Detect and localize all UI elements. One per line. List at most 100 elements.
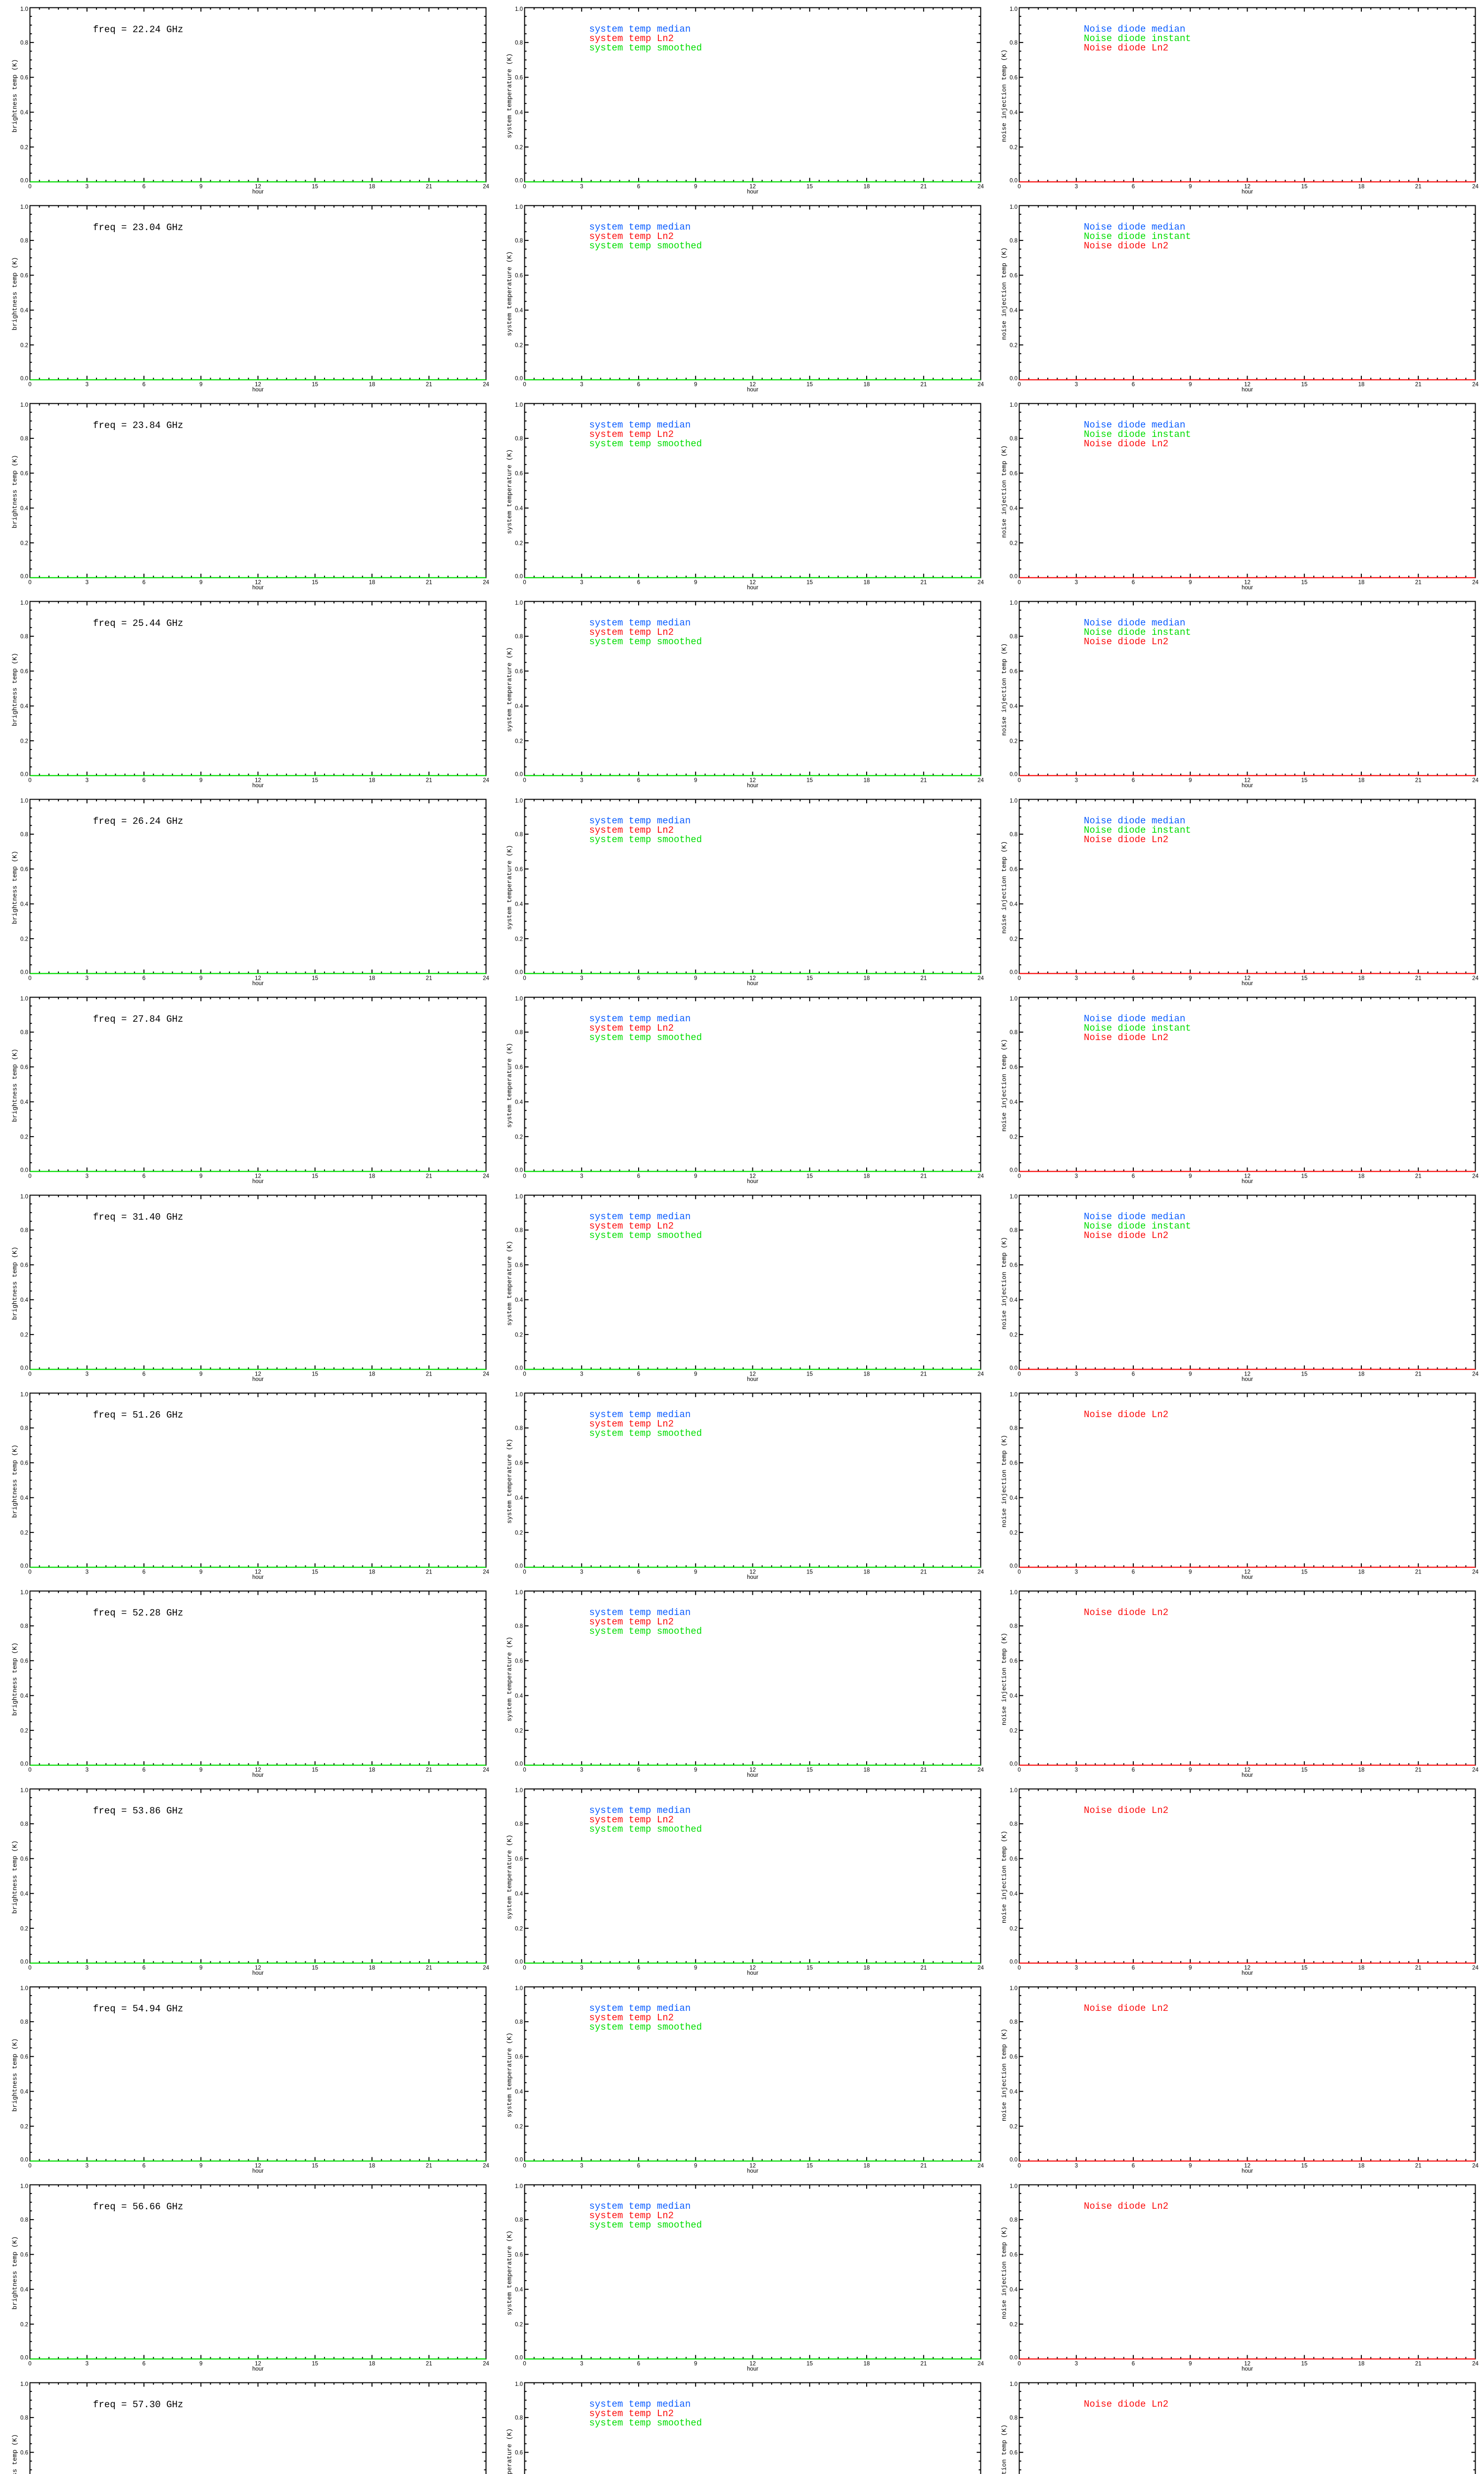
svg-text:brightness temp (K): brightness temp (K) [11, 1642, 18, 1715]
svg-text:1.0: 1.0 [1010, 204, 1018, 210]
svg-text:0.8: 0.8 [515, 634, 523, 640]
svg-text:21: 21 [921, 382, 927, 388]
svg-text:system temp Ln2: system temp Ln2 [589, 1023, 674, 1034]
svg-text:0.8: 0.8 [20, 634, 28, 640]
svg-text:0: 0 [523, 1965, 526, 1971]
svg-text:3: 3 [580, 580, 583, 586]
svg-text:hour: hour [1242, 1574, 1253, 1580]
svg-text:9: 9 [694, 580, 697, 586]
svg-text:0.2: 0.2 [1010, 1134, 1018, 1140]
svg-text:12: 12 [749, 184, 756, 190]
svg-text:6: 6 [637, 1965, 640, 1971]
svg-text:system temperature (K): system temperature (K) [506, 2033, 513, 2118]
svg-text:3: 3 [580, 2361, 583, 2367]
svg-text:0.6: 0.6 [515, 273, 523, 279]
svg-text:9: 9 [199, 1965, 202, 1971]
svg-text:0.6: 0.6 [515, 1461, 523, 1467]
svg-text:0.6: 0.6 [1010, 1461, 1018, 1467]
svg-text:hour: hour [1242, 387, 1253, 393]
svg-text:24: 24 [483, 1570, 489, 1575]
svg-text:noise injection temp (K): noise injection temp (K) [1000, 643, 1008, 736]
svg-text:6: 6 [637, 1372, 640, 1378]
svg-text:9: 9 [1189, 1767, 1192, 1773]
svg-text:system temp smoothed: system temp smoothed [589, 636, 702, 647]
svg-text:0: 0 [523, 2163, 526, 2169]
svg-text:brightness temp (K): brightness temp (K) [11, 1840, 18, 1913]
svg-text:0.0: 0.0 [515, 2157, 523, 2163]
svg-text:0.0: 0.0 [1010, 1959, 1018, 1965]
svg-text:21: 21 [426, 2163, 432, 2169]
svg-text:0.8: 0.8 [515, 1623, 523, 1629]
svg-text:brightness temp (K): brightness temp (K) [11, 1246, 18, 1320]
svg-text:0.2: 0.2 [20, 342, 28, 348]
svg-text:0.6: 0.6 [1010, 669, 1018, 675]
svg-text:1.0: 1.0 [20, 1590, 28, 1596]
svg-text:24: 24 [977, 2163, 984, 2169]
svg-text:3: 3 [86, 1174, 89, 1180]
svg-text:system temp smoothed: system temp smoothed [589, 438, 702, 449]
svg-text:21: 21 [1415, 1965, 1422, 1971]
svg-text:18: 18 [864, 382, 870, 388]
svg-text:12: 12 [1244, 580, 1251, 586]
svg-text:3: 3 [1075, 1570, 1078, 1575]
svg-text:24: 24 [483, 1174, 489, 1180]
svg-text:hour: hour [1242, 981, 1253, 987]
svg-text:Noise diode median: Noise diode median [1084, 24, 1185, 35]
svg-text:0: 0 [28, 1372, 31, 1378]
svg-text:1.0: 1.0 [1010, 6, 1018, 12]
svg-text:24: 24 [977, 1965, 984, 1971]
svg-text:24: 24 [977, 1372, 984, 1378]
svg-text:24: 24 [977, 382, 984, 388]
svg-text:noise injection temp (K): noise injection temp (K) [1000, 2029, 1008, 2121]
svg-text:0.0: 0.0 [515, 1366, 523, 1372]
svg-text:0.8: 0.8 [20, 2217, 28, 2223]
svg-text:0.0: 0.0 [1010, 178, 1018, 184]
svg-text:0.8: 0.8 [515, 2019, 523, 2025]
svg-text:3: 3 [1075, 1767, 1078, 1773]
svg-text:0: 0 [523, 778, 526, 784]
svg-text:0.0: 0.0 [515, 2355, 523, 2361]
svg-text:freq = 25.44 GHz: freq = 25.44 GHz [93, 618, 183, 629]
svg-text:15: 15 [806, 976, 813, 982]
svg-text:system temp Ln2: system temp Ln2 [589, 429, 674, 440]
svg-text:Noise diode Ln2: Noise diode Ln2 [1084, 834, 1168, 845]
svg-text:6: 6 [637, 2163, 640, 2169]
svg-text:0.2: 0.2 [20, 2124, 28, 2130]
svg-text:0.4: 0.4 [20, 704, 29, 710]
svg-text:0: 0 [523, 184, 526, 190]
svg-text:9: 9 [1189, 580, 1192, 586]
svg-text:0.4: 0.4 [515, 1495, 523, 1501]
svg-text:0.2: 0.2 [515, 144, 523, 150]
svg-text:system temp Ln2: system temp Ln2 [589, 1419, 674, 1429]
svg-text:0.4: 0.4 [20, 1891, 29, 1897]
svg-text:3: 3 [86, 2361, 89, 2367]
svg-text:hour: hour [747, 1179, 758, 1185]
svg-text:6: 6 [142, 2361, 145, 2367]
svg-text:noise injection temp (K): noise injection temp (K) [1000, 1831, 1008, 1923]
svg-text:3: 3 [86, 382, 89, 388]
svg-text:0.6: 0.6 [515, 1856, 523, 1862]
svg-text:0.0: 0.0 [515, 1564, 523, 1570]
svg-text:hour: hour [747, 387, 758, 393]
svg-text:6: 6 [637, 2361, 640, 2367]
svg-text:15: 15 [1301, 382, 1307, 388]
svg-text:0.0: 0.0 [515, 376, 523, 382]
svg-text:9: 9 [199, 382, 202, 388]
svg-text:freq = 22.24 GHz: freq = 22.24 GHz [93, 24, 183, 35]
svg-text:18: 18 [1358, 1174, 1365, 1180]
svg-text:9: 9 [1189, 2361, 1192, 2367]
svg-text:Noise diode Ln2: Noise diode Ln2 [1084, 240, 1168, 251]
svg-text:15: 15 [312, 1767, 318, 1773]
svg-text:0.0: 0.0 [20, 1366, 28, 1372]
svg-text:21: 21 [1415, 580, 1422, 586]
svg-text:24: 24 [1472, 382, 1479, 388]
svg-text:12: 12 [255, 778, 261, 784]
svg-text:18: 18 [864, 2163, 870, 2169]
svg-text:9: 9 [1189, 1570, 1192, 1575]
svg-text:18: 18 [1358, 382, 1365, 388]
svg-text:12: 12 [255, 1767, 261, 1773]
svg-text:hour: hour [1242, 2168, 1253, 2174]
svg-text:0.4: 0.4 [1010, 308, 1018, 314]
svg-text:21: 21 [921, 2361, 927, 2367]
svg-text:9: 9 [694, 1372, 697, 1378]
